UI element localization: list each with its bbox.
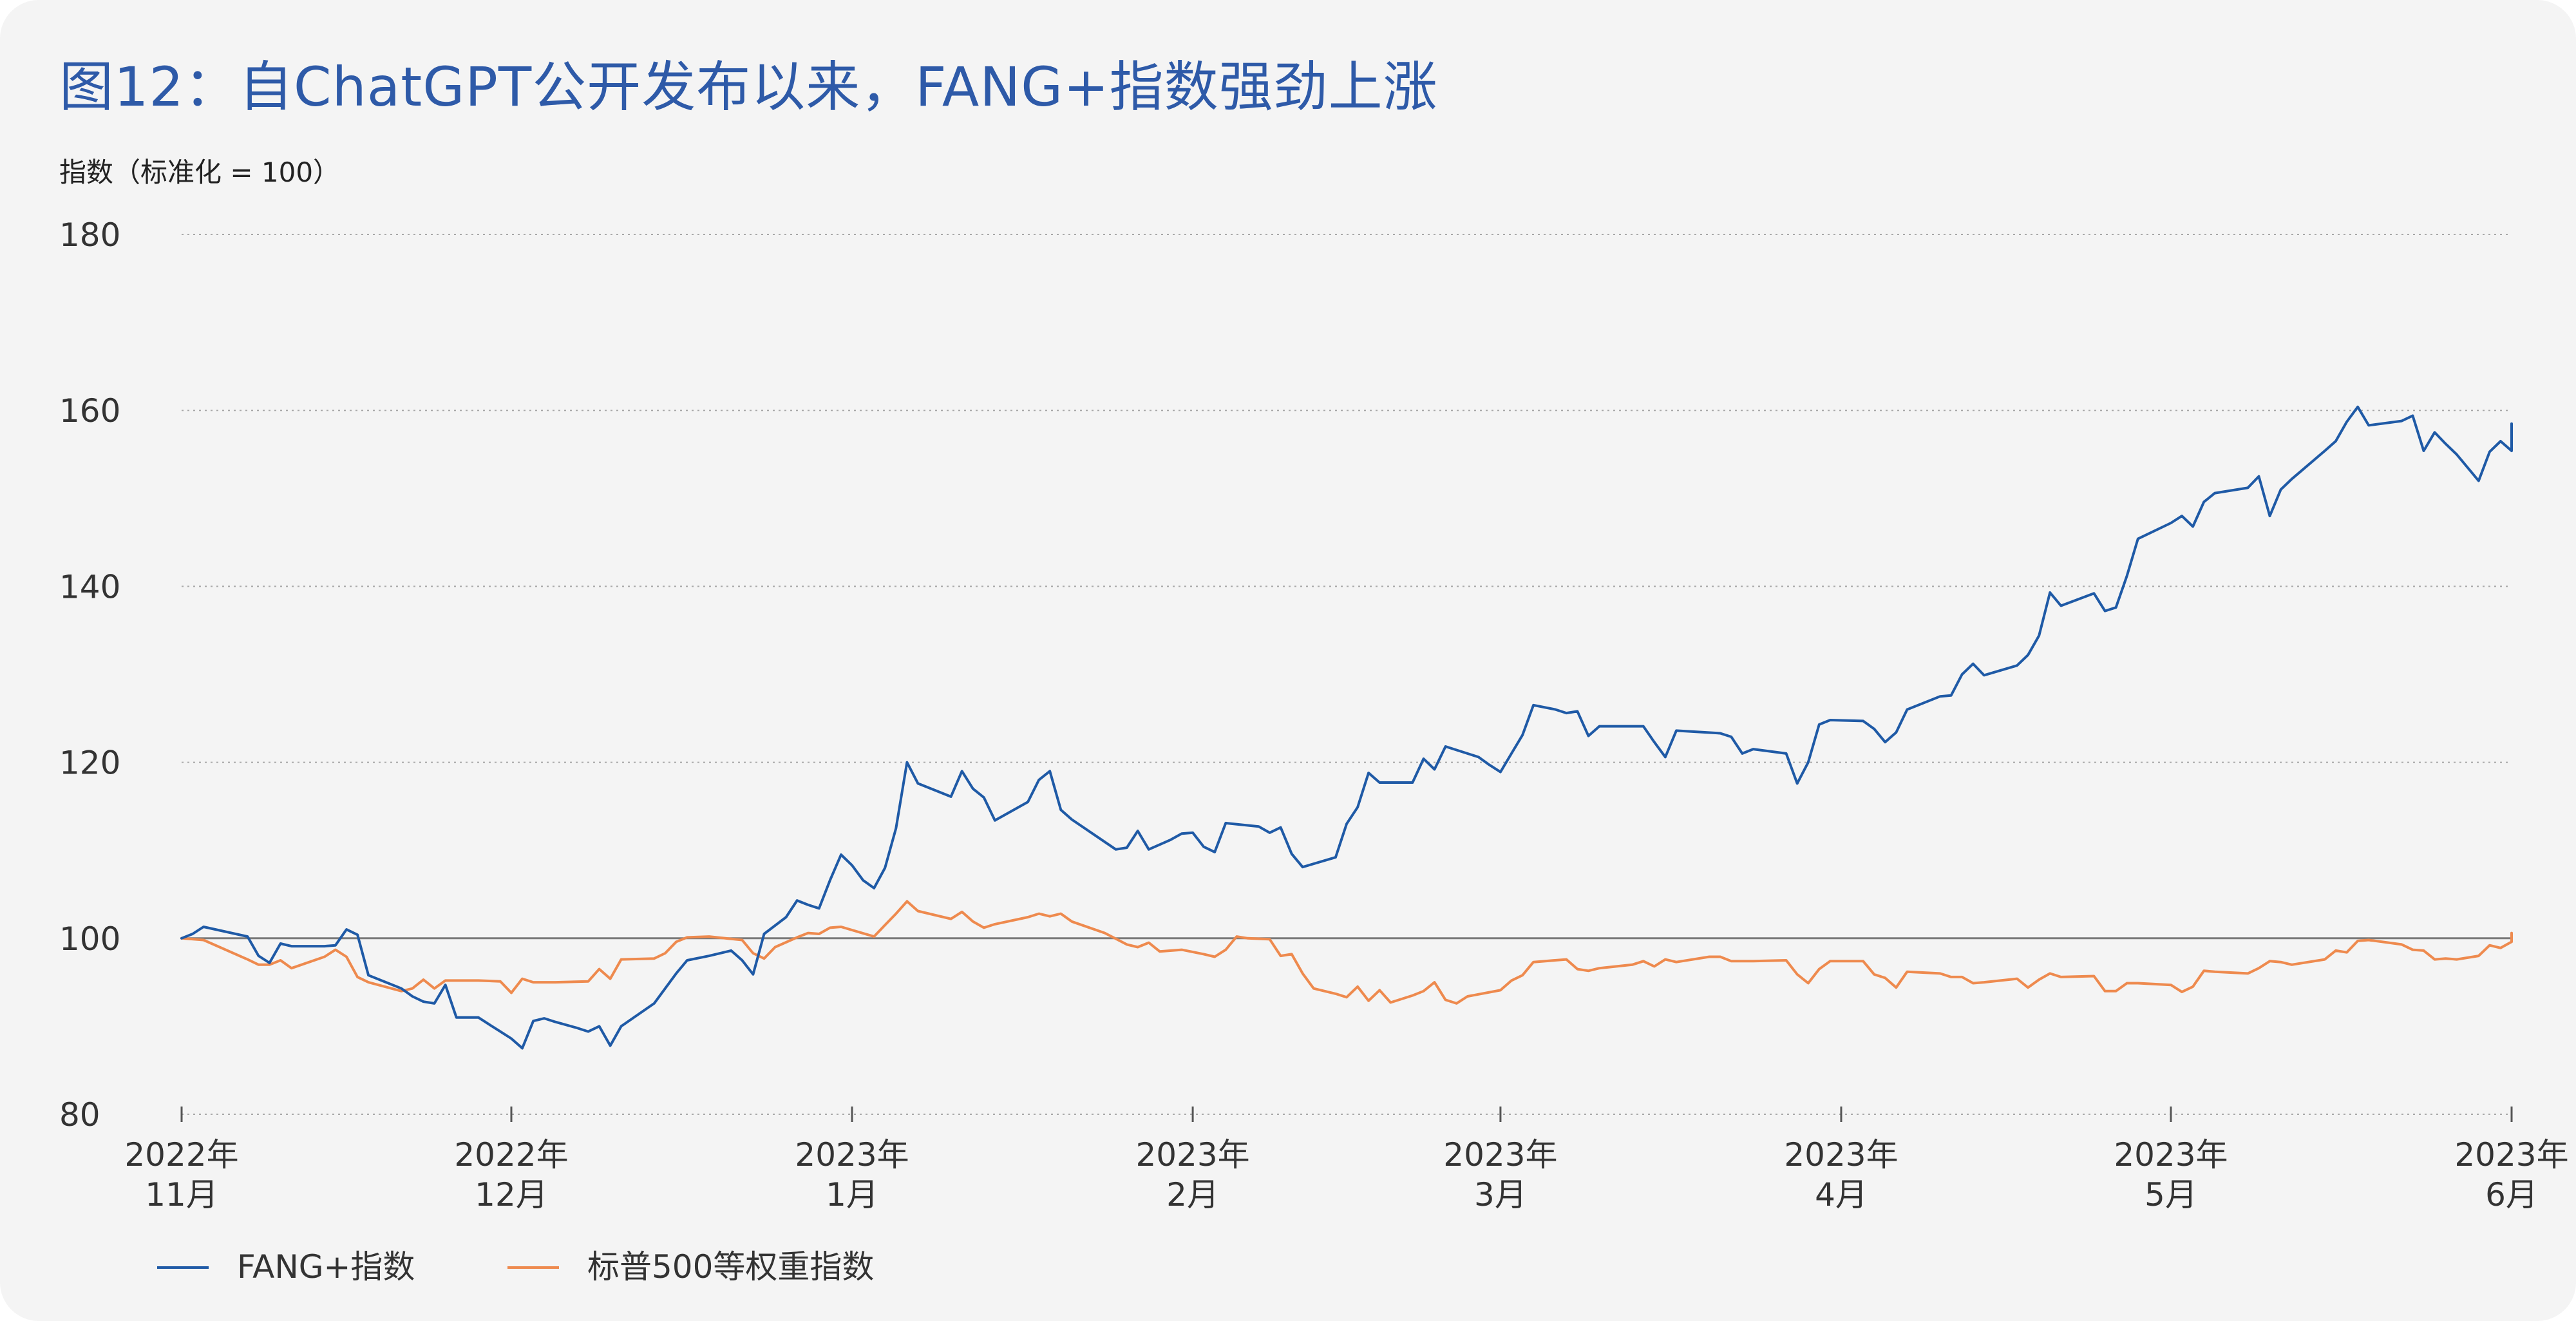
legend-label-0: FANG+指数 [237, 1248, 415, 1286]
y-tick-label: 180 [59, 216, 120, 254]
series-line-0 [180, 405, 2513, 1050]
x-axis: 2022年11月2022年12月2023年1月2023年2月2023年3月202… [124, 1107, 2569, 1213]
grid-lines [182, 234, 2512, 940]
x-tick-year: 2023年 [1784, 1136, 1898, 1174]
y-tick-label: 140 [59, 568, 120, 605]
x-tick-month: 2月 [1166, 1176, 1219, 1213]
x-tick-month: 11月 [145, 1176, 218, 1213]
y-tick-label: 100 [59, 920, 120, 958]
x-tick-year: 2023年 [2454, 1136, 2568, 1174]
x-tick-year: 2023年 [1135, 1136, 1249, 1174]
x-tick-month: 1月 [826, 1176, 878, 1213]
x-tick-month: 5月 [2145, 1176, 2197, 1213]
x-tick-year: 2023年 [2114, 1136, 2228, 1174]
x-tick-year: 2022年 [124, 1136, 238, 1174]
x-tick-year: 2023年 [1443, 1136, 1557, 1174]
y-tick-label: 120 [59, 745, 120, 782]
x-tick-month: 3月 [1474, 1176, 1527, 1213]
x-tick-month: 12月 [475, 1176, 548, 1213]
y-tick-label: 80 [59, 1096, 100, 1134]
legend: FANG+指数 标普500等权重指数 [157, 1248, 874, 1286]
y-axis-ticks: 80 100 120 140 160 180 [59, 216, 120, 1134]
x-tick-month: 6月 [2485, 1176, 2538, 1213]
y-tick-label: 160 [59, 392, 120, 430]
chart-title: 图12：自ChatGPT公开发布以来，FANG+指数强劲上涨 [59, 55, 1438, 119]
series-lines [180, 405, 2513, 1050]
x-tick-month: 4月 [1815, 1176, 1868, 1213]
y-axis-label: 指数（标准化 = 100） [59, 157, 341, 188]
x-tick-year: 2023年 [795, 1136, 909, 1174]
x-tick-year: 2022年 [454, 1136, 568, 1174]
series-line-1 [180, 900, 2513, 1005]
legend-label-1: 标普500等权重指数 [587, 1248, 874, 1286]
